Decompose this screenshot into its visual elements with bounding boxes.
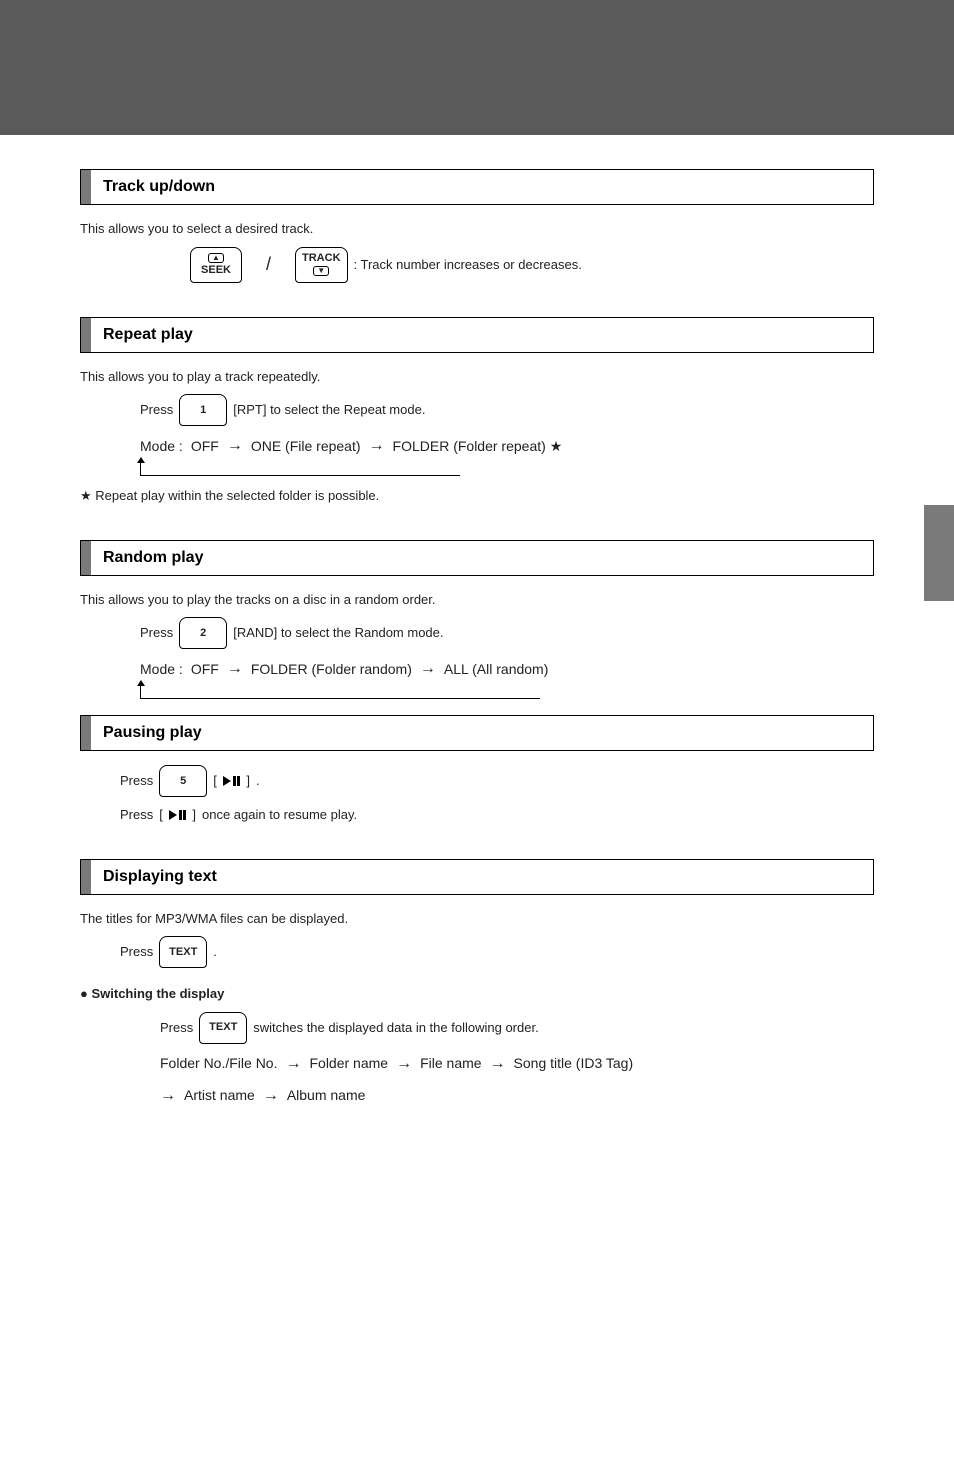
section-body-pause: Press 5 [ ] . Press [ ] once again to re… — [80, 765, 874, 825]
repeat-tail: [RPT] to select the Repeat mode. — [233, 400, 425, 420]
repeat-mode-cycle: Mode : OFF → ONE (File repeat) → FOLDER … — [140, 434, 874, 458]
section-accent-bar — [81, 716, 91, 750]
arrow-right-icon: → — [490, 1052, 506, 1076]
seek-label: SEEK — [201, 265, 231, 276]
preset-5-label: 5 — [180, 773, 186, 790]
section-accent-bar — [81, 318, 91, 352]
cycle-item: ALL (All random) — [444, 659, 549, 680]
cycle-item: FOLDER (Folder random) — [251, 659, 412, 680]
arrow-right-icon: → — [396, 1052, 412, 1076]
preset-2-label: 2 — [200, 625, 206, 642]
loopback-line — [140, 462, 460, 476]
pause-resume-tail: once again to resume play. — [202, 805, 357, 825]
repeat-lead: This allows you to play a track repeated… — [80, 367, 874, 387]
random-mode-cycle: Mode : OFF → FOLDER (Folder random) → AL… — [140, 657, 874, 681]
section-title-text: Displaying text — [80, 859, 874, 895]
arrow-right-icon: → — [285, 1052, 301, 1076]
press-label: Press — [160, 1018, 193, 1038]
text-button[interactable]: TEXT — [199, 1012, 247, 1044]
text-btn-label: TEXT — [209, 1019, 237, 1036]
switch-display-heading: ● Switching the display — [80, 984, 874, 1004]
text-cycle-row2: → Artist name → Album name — [160, 1084, 874, 1108]
arrow-right-icon: → — [420, 657, 436, 681]
bracket-close: ] — [192, 805, 196, 825]
cycle-label: Mode : — [140, 659, 183, 680]
arrow-right-icon: → — [160, 1084, 176, 1108]
section-accent-bar — [81, 860, 91, 894]
random-tail: [RAND] to select the Random mode. — [233, 623, 443, 643]
section-body-text: The titles for MP3/WMA files can be disp… — [80, 909, 874, 1108]
cycle-item: ONE (File repeat) — [251, 436, 361, 457]
track-updown-tail: : Track number increases or decreases. — [354, 255, 582, 275]
preset-1-button[interactable]: 1 — [179, 394, 227, 426]
section-title-repeat: Repeat play — [80, 317, 874, 353]
switch-tail: switches the displayed data in the follo… — [253, 1018, 538, 1038]
arrow-right-icon: → — [369, 434, 385, 458]
up-arrow-icon: ▲ — [208, 253, 224, 263]
cycle-item: OFF — [191, 436, 219, 457]
repeat-note: Repeat play within the selected folder i… — [95, 488, 379, 503]
section-title-track-updown: Track up/down — [80, 169, 874, 205]
section-body-track-updown: This allows you to select a desired trac… — [80, 219, 874, 283]
cycle-item: Folder No./File No. — [160, 1053, 277, 1074]
press-label: Press — [120, 805, 153, 825]
track-button[interactable]: TRACK ▼ — [295, 247, 348, 283]
preset-1-label: 1 — [200, 402, 206, 419]
press-label: Press — [140, 623, 173, 643]
cycle-item: Album name — [287, 1085, 366, 1106]
pause-tail1: . — [256, 771, 260, 791]
cycle-item: File name — [420, 1053, 481, 1074]
cycle-item: Song title (ID3 Tag) — [514, 1053, 634, 1074]
bracket-open: [ — [159, 805, 163, 825]
section-title-label: Displaying text — [91, 860, 873, 894]
cycle-item: OFF — [191, 659, 219, 680]
section-title-random: Random play — [80, 540, 874, 576]
slash-separator: / — [266, 251, 271, 278]
track-updown-lead: This allows you to select a desired trac… — [80, 219, 874, 239]
section-title-label: Track up/down — [91, 170, 873, 204]
cycle-item: FOLDER (Folder repeat) ★ — [393, 436, 563, 457]
section-accent-bar — [81, 541, 91, 575]
press-label: Press — [140, 400, 173, 420]
press-label: Press — [120, 942, 153, 962]
section-title-label: Random play — [91, 541, 873, 575]
seek-button[interactable]: ▲ SEEK — [190, 247, 242, 283]
section-body-random: This allows you to play the tracks on a … — [80, 590, 874, 700]
arrow-right-icon: → — [227, 434, 243, 458]
section-title-pause: Pausing play — [80, 715, 874, 751]
section-title-label: Repeat play — [91, 318, 873, 352]
press-label: Press — [120, 771, 153, 791]
text-button[interactable]: TEXT — [159, 936, 207, 968]
text-tail1: . — [213, 942, 217, 962]
down-arrow-icon: ▼ — [313, 266, 329, 276]
loopback-line — [140, 685, 540, 699]
text-lead: The titles for MP3/WMA files can be disp… — [80, 909, 874, 929]
preset-5-button[interactable]: 5 — [159, 765, 207, 797]
cycle-label: Mode : — [140, 436, 183, 457]
page-content: Track up/down This allows you to select … — [0, 169, 954, 1176]
track-label: TRACK — [302, 253, 341, 264]
star-icon: ★ — [550, 438, 563, 454]
arrow-right-icon: → — [263, 1084, 279, 1108]
arrow-right-icon: → — [227, 657, 243, 681]
play-pause-icon — [223, 776, 241, 786]
cycle-item-text: FOLDER (Folder repeat) — [393, 438, 546, 454]
cycle-item: Artist name — [184, 1085, 255, 1106]
text-cycle-row1: Folder No./File No. → Folder name → File… — [160, 1052, 874, 1076]
bracket-open: [ — [213, 771, 217, 791]
preset-2-button[interactable]: 2 — [179, 617, 227, 649]
cycle-item: Folder name — [309, 1053, 388, 1074]
play-pause-icon — [169, 810, 187, 820]
side-thumb-tab — [924, 505, 954, 601]
section-title-label: Pausing play — [91, 716, 873, 750]
header-band — [0, 0, 954, 135]
star-icon: ★ — [80, 488, 92, 503]
text-btn-label: TEXT — [169, 944, 197, 961]
section-accent-bar — [81, 170, 91, 204]
random-lead: This allows you to play the tracks on a … — [80, 590, 874, 610]
bracket-close: ] — [246, 771, 250, 791]
section-body-repeat: This allows you to play a track repeated… — [80, 367, 874, 506]
